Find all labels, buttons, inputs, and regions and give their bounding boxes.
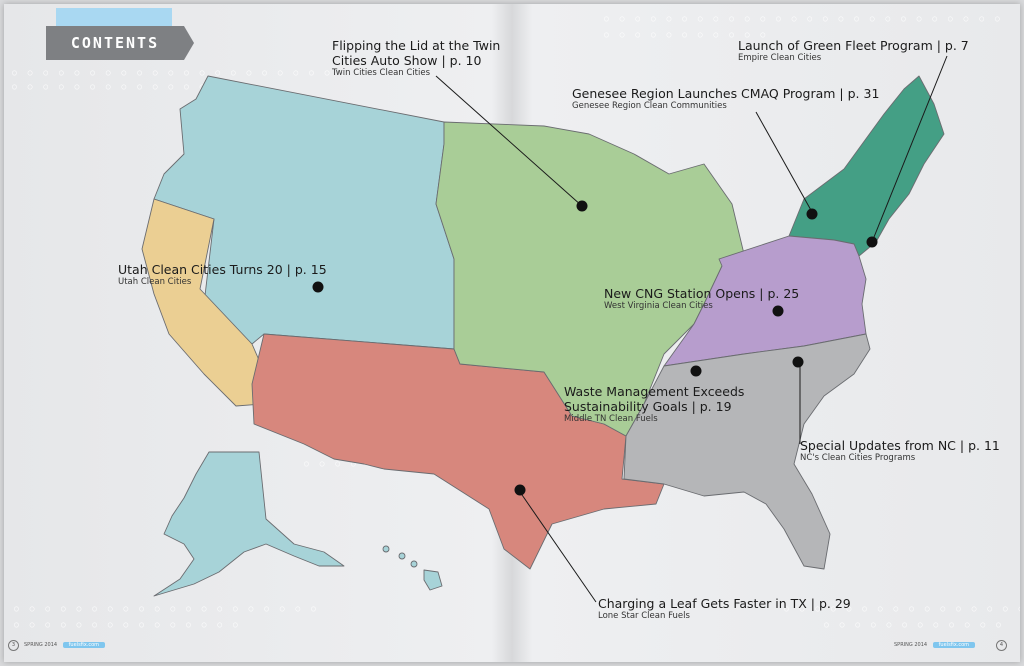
- article-cng-station[interactable]: New CNG Station Opens | p. 25 West Virgi…: [604, 286, 799, 312]
- article-subtitle: Middle TN Clean Fuels: [564, 414, 658, 424]
- article-title: Genesee Region Launches CMAQ Program | p…: [572, 86, 880, 101]
- decorative-dots: ○ ○ ○ ○ ○ ○ ○ ○ ○ ○ ○ ○ ○ ○ ○ ○ ○ ○ ○ ○: [14, 604, 319, 613]
- decorative-dots: ○ ○ ○ ○ ○ ○ ○ ○ ○ ○ ○ ○ ○ ○ ○ ○ ○ ○ ○ ○ …: [12, 68, 364, 77]
- article-title: Flipping the Lid at the Twin: [332, 38, 501, 53]
- article-title: Waste Management Exceeds: [564, 384, 745, 399]
- pin-west-virginia[interactable]: [772, 305, 784, 317]
- pin-texas[interactable]: [514, 484, 526, 496]
- page-number-right: 4: [996, 640, 1007, 651]
- article-green-fleet[interactable]: Launch of Green Fleet Program | p. 7 Emp…: [738, 38, 969, 64]
- decorative-dots: ○ ○ ○ ○ ○ ○ ○ ○ ○ ○ ○ ○ ○ ○ ○: [14, 620, 241, 629]
- pin-middle-tn[interactable]: [690, 365, 702, 377]
- article-title: Utah Clean Cities Turns 20 | p. 15: [118, 262, 327, 277]
- decorative-dots: ○ ○ ○ ○ ○ ○ ○ ○ ○ ○ ○ ○: [824, 620, 1004, 629]
- decorative-dots: ○ ○ ○ ○ ○ ○ ○ ○ ○ ○ ○: [604, 30, 769, 39]
- region-southeast: [623, 333, 871, 570]
- region-alaska: [153, 451, 345, 597]
- article-title: New CNG Station Opens | p. 25: [604, 286, 800, 301]
- article-utah[interactable]: Utah Clean Cities Turns 20 | p. 15 Utah …: [118, 262, 327, 288]
- pin-twin-cities[interactable]: [576, 200, 588, 212]
- article-twin-cities[interactable]: Flipping the Lid at the Twin Cities Auto…: [332, 38, 500, 79]
- pin-empire[interactable]: [866, 236, 878, 248]
- article-title: Launch of Green Fleet Program | p. 7: [738, 38, 969, 53]
- region-hawaii: [382, 545, 443, 591]
- decorative-dots: ○ ○ ○ ○ ○ ○ ○ ○ ○ ○ ○ ○ ○ ○ ○ ○: [12, 82, 255, 91]
- footer-url[interactable]: fuelsfix.com: [62, 642, 106, 648]
- article-subtitle: Twin Cities Clean Cities: [332, 68, 431, 78]
- article-title: Charging a Leaf Gets Faster in TX | p. 2…: [598, 596, 851, 611]
- region-midwest: [435, 121, 745, 437]
- article-title: Special Updates from NC | p. 11: [800, 438, 1000, 453]
- article-nc-updates[interactable]: Special Updates from NC | p. 11 NC's Cle…: [800, 438, 1000, 464]
- contents-tab-accent: [56, 8, 172, 26]
- article-leaf-charging[interactable]: Charging a Leaf Gets Faster in TX | p. 2…: [598, 596, 851, 622]
- article-subtitle: West Virginia Clean Cities: [604, 301, 713, 311]
- article-waste-management[interactable]: Waste Management Exceeds Sustainability …: [564, 384, 744, 425]
- contents-heading: CONTENTS: [46, 26, 194, 60]
- article-subtitle: Lone Star Clean Fuels: [598, 611, 690, 621]
- decorative-dots: ○ ○ ○ ○ ○ ○ ○ ○ ○ ○ ○ ○ ○ ○ ○ ○ ○ ○ ○ ○ …: [604, 14, 1003, 23]
- magazine-spread: CONTENTS ○ ○ ○ ○ ○ ○ ○ ○ ○ ○ ○ ○ ○ ○ ○ ○…: [4, 4, 1020, 662]
- pin-utah[interactable]: [312, 281, 324, 293]
- footer-left: SPRING 2014 fuelsfix.com: [24, 642, 106, 648]
- decorative-dots: ○ ○ ○ ○ ○ ○ ○ ○ ○ ○ ○ ○ ○ ○ ○ ○: [784, 604, 1020, 613]
- article-title: Cities Auto Show | p. 10: [332, 53, 482, 68]
- footer-right: SPRING 2014 fuelsfix.com: [894, 642, 976, 648]
- leader-lines: [435, 55, 948, 603]
- article-subtitle: Utah Clean Cities: [118, 277, 192, 287]
- article-subtitle: Empire Clean Cities: [738, 53, 822, 63]
- footer-issue: SPRING 2014: [894, 642, 928, 648]
- article-subtitle: Genesee Region Clean Communities: [572, 101, 727, 111]
- pin-genesee[interactable]: [806, 208, 818, 220]
- region-california: [141, 198, 267, 407]
- pin-nc[interactable]: [792, 356, 804, 368]
- footer-url[interactable]: fuelsfix.com: [932, 642, 976, 648]
- article-title: Sustainability Goals | p. 19: [564, 399, 732, 414]
- article-genesee[interactable]: Genesee Region Launches CMAQ Program | p…: [572, 86, 879, 112]
- page-number-left: 3: [8, 640, 19, 651]
- article-subtitle: NC's Clean Cities Programs: [800, 453, 916, 463]
- us-regions-map: [141, 55, 948, 603]
- footer-issue: SPRING 2014: [24, 642, 58, 648]
